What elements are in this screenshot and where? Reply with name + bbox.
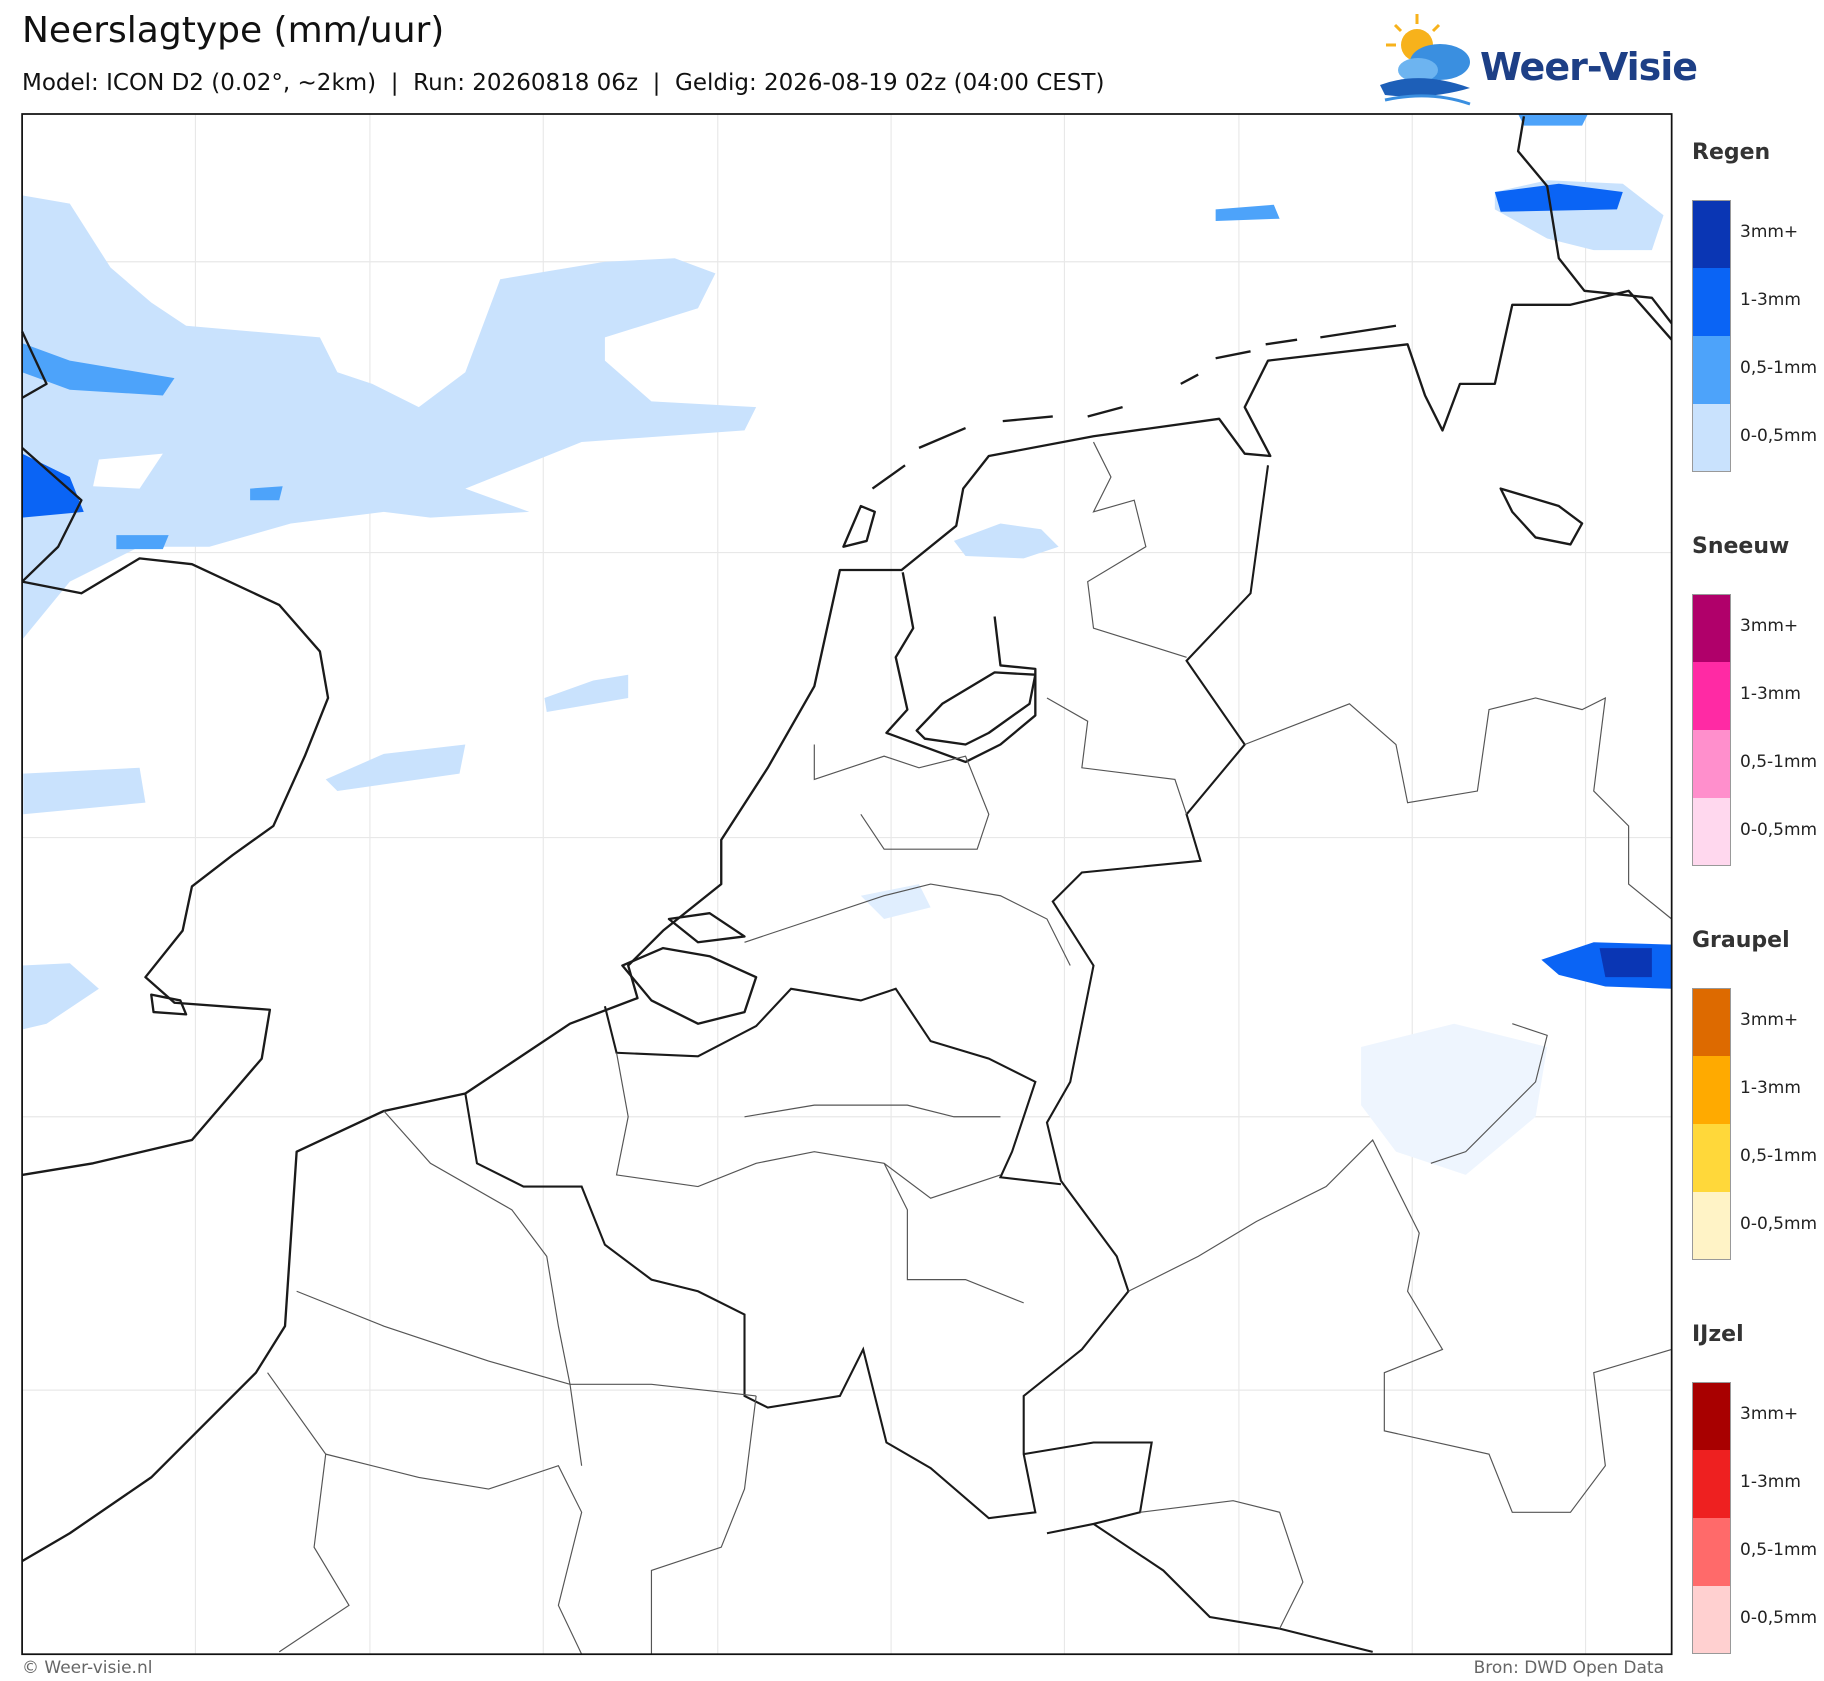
legend-swatch xyxy=(1692,798,1731,866)
legend-swatch xyxy=(1692,1586,1731,1654)
legend-swatch xyxy=(1692,1124,1731,1192)
coastlines xyxy=(21,116,1673,1563)
legend-swatch xyxy=(1692,200,1731,268)
legend-label: 1-3mm xyxy=(1740,1078,1801,1098)
legend-swatch xyxy=(1692,1056,1731,1124)
legend-label: 0,5-1mm xyxy=(1740,1146,1818,1166)
legend-label: 1-3mm xyxy=(1740,1472,1801,1492)
legend-label: 0,5-1mm xyxy=(1740,1540,1818,1560)
legend-swatch xyxy=(1692,988,1731,1056)
precipitation xyxy=(22,114,1672,1175)
legend-swatch xyxy=(1692,336,1731,404)
legend-label: 3mm+ xyxy=(1740,616,1799,636)
legend-swatch xyxy=(1692,730,1731,798)
legend-title: IJzel xyxy=(1692,1322,1744,1347)
legend-label: 0,5-1mm xyxy=(1740,358,1818,378)
legend-swatch xyxy=(1692,404,1731,472)
legend-label: 3mm+ xyxy=(1740,222,1799,242)
footer-credit: © Weer-visie.nl xyxy=(22,1658,153,1678)
legend-label: 1-3mm xyxy=(1740,684,1801,704)
map-content xyxy=(21,113,1673,1656)
legend-title: Sneeuw xyxy=(1692,534,1790,559)
legend-title: Regen xyxy=(1692,140,1771,165)
legend-swatch xyxy=(1692,1450,1731,1518)
legend-frame xyxy=(1692,1382,1731,1654)
legend-label: 1-3mm xyxy=(1740,290,1801,310)
region-borders xyxy=(267,441,1673,1655)
title: Neerslagtype (mm/uur) xyxy=(22,10,445,51)
legend-swatch xyxy=(1692,1192,1731,1260)
legend-label: 0-0,5mm xyxy=(1740,1608,1818,1628)
legend-label: 0-0,5mm xyxy=(1740,1214,1818,1234)
legend-label: 3mm+ xyxy=(1740,1404,1799,1424)
legend-label: 0-0,5mm xyxy=(1740,820,1818,840)
legend-swatch xyxy=(1692,268,1731,336)
legend-frame xyxy=(1692,200,1731,472)
legend-swatch xyxy=(1692,662,1731,730)
footer-source: Bron: DWD Open Data xyxy=(1473,1658,1664,1678)
legend-title: Graupel xyxy=(1692,928,1790,953)
logo-icon xyxy=(1380,14,1471,106)
logo-text: Weer-Visie xyxy=(1480,45,1698,89)
legend-label: 0-0,5mm xyxy=(1740,426,1818,446)
legend-frame xyxy=(1692,594,1731,866)
legend-swatch xyxy=(1692,1518,1731,1586)
legend-swatch xyxy=(1692,1382,1731,1450)
legend-label: 3mm+ xyxy=(1740,1010,1799,1030)
legend-swatch xyxy=(1692,594,1731,662)
legend-frame xyxy=(1692,988,1731,1260)
country-borders xyxy=(464,465,1373,1653)
legend-label: 0,5-1mm xyxy=(1740,752,1818,772)
subtitle: Model: ICON D2 (0.02°, ~2km) | Run: 2026… xyxy=(22,70,1105,96)
